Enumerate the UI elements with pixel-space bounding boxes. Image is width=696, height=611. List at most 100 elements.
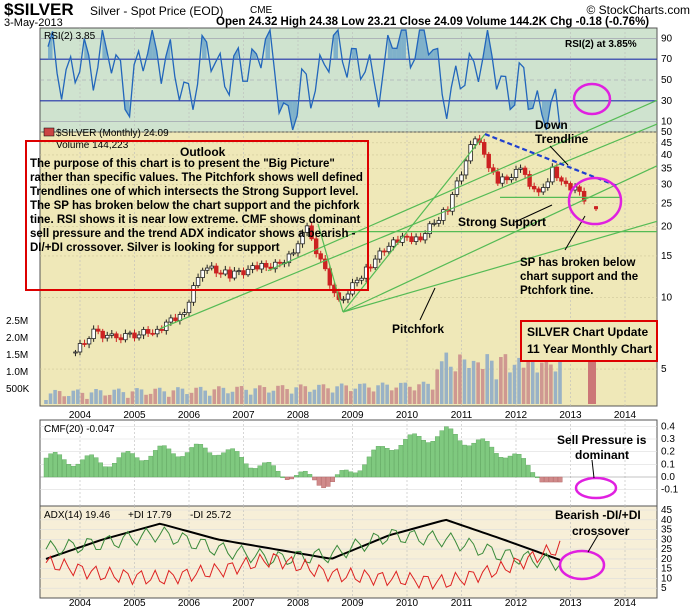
cmf-bar: [284, 476, 290, 481]
cmf-bar: [166, 448, 172, 478]
cmf-bar: [530, 472, 536, 478]
cmf-bar: [503, 457, 508, 478]
volume-tick-label: 1.5M: [6, 350, 28, 361]
price-candle: [173, 317, 178, 321]
volume-bar: [480, 368, 485, 404]
volume-bar: [371, 391, 376, 404]
volume-bar: [221, 387, 226, 404]
price-candle: [550, 166, 555, 183]
chart-update-box: SILVER Chart Update 11 Year Monthly Char…: [520, 320, 658, 362]
rsi-tick-label: 30: [661, 96, 673, 107]
price-candle: [459, 174, 464, 182]
volume-bar: [180, 388, 185, 404]
volume-bar: [430, 389, 435, 404]
volume-bar: [526, 358, 530, 404]
price-candle: [141, 329, 146, 336]
cmf-bar: [112, 463, 117, 478]
cmf-bar: [407, 434, 413, 478]
cmf-bar: [439, 430, 445, 478]
volume-bar: [48, 393, 53, 404]
price-candle: [304, 225, 310, 233]
price-candle: [554, 166, 560, 179]
price-candle: [250, 265, 255, 270]
volume-bar: [489, 360, 494, 404]
price-candle: [472, 138, 478, 145]
price-candle: [186, 301, 192, 314]
adx-tick-label: 15: [661, 564, 673, 575]
cmf-bar: [471, 442, 476, 478]
price-tick-label: 10: [661, 293, 673, 304]
x-tick-label: 2006: [178, 410, 201, 421]
volume-bar: [53, 389, 57, 404]
cmf-bar: [425, 442, 431, 478]
cmf-bar: [257, 465, 263, 478]
volume-bar: [588, 360, 596, 404]
rsi-tick-label: 50: [661, 75, 673, 86]
cmf-bar: [316, 476, 322, 486]
volume-bar: [521, 367, 526, 404]
price-candle: [195, 277, 201, 286]
cmf-bar: [57, 454, 63, 478]
cmf-bar: [480, 438, 486, 478]
volume-bar: [508, 372, 512, 404]
rsi-overbought-fill: [428, 49, 434, 60]
instrument-name: Silver - Spot Price (EOD): [90, 4, 224, 18]
pitchfork-handle: [342, 133, 486, 313]
x-tick-label: 2007: [232, 598, 255, 609]
volume-bar: [235, 386, 239, 404]
volume-bar: [153, 388, 157, 404]
cmf-bar: [93, 457, 99, 478]
price-candle: [118, 337, 124, 341]
price-candle: [327, 268, 332, 286]
volume-bar: [389, 390, 394, 404]
outlook-title: Outlook: [180, 145, 226, 159]
volume-bar: [121, 392, 126, 404]
price-candle: [594, 206, 598, 210]
volume-tick-label: 2.5M: [6, 316, 28, 327]
adx-highlight-circle: [558, 549, 606, 581]
volume-bar: [549, 364, 553, 404]
volume-bar: [321, 384, 326, 404]
cmf-bar: [43, 457, 49, 478]
volume-bar: [135, 388, 139, 404]
rsi-annotation: RSI(2) at 3.85%: [565, 39, 637, 50]
cmf-bar: [444, 426, 449, 478]
price-tick-label: 30: [661, 180, 673, 191]
price-candle: [504, 176, 510, 181]
price-candle: [413, 236, 419, 242]
price-candle: [254, 265, 260, 270]
cmf-bar: [539, 476, 545, 483]
price-tick-label: 20: [661, 221, 673, 232]
cmf-bar: [380, 446, 386, 478]
volume-label: Volume 144,223: [56, 140, 129, 151]
price-candle: [500, 176, 505, 184]
adx-annotation-line2: crossover: [572, 524, 630, 538]
volume-bar: [148, 393, 153, 404]
volume-bar: [353, 388, 358, 404]
price-candle: [155, 328, 160, 335]
price-candle: [273, 261, 278, 270]
cmf-bar: [548, 476, 554, 483]
cmf-bar: [394, 449, 399, 478]
price-candle: [268, 266, 273, 270]
volume-bar: [339, 383, 344, 404]
volume-bar: [358, 383, 362, 404]
rsi-overbought-fill: [433, 48, 438, 60]
x-tick-label: 2014: [614, 598, 637, 609]
adx-series-line: [45, 540, 561, 591]
volume-bar: [44, 400, 48, 404]
price-candle: [236, 270, 242, 273]
cmf-bar: [389, 450, 395, 478]
volume-bar: [330, 392, 335, 404]
cmf-bar: [266, 462, 272, 478]
volume-bar: [326, 388, 330, 404]
price-candle: [223, 269, 228, 275]
volume-bar: [262, 387, 267, 404]
price-candle: [313, 238, 319, 255]
volume-bar: [185, 394, 189, 404]
adx-annotation-line1: Bearish -DI/+DI: [555, 508, 641, 522]
volume-bar: [462, 359, 467, 404]
cmf-bar: [253, 468, 258, 478]
cmf-bar: [416, 436, 422, 478]
volume-bar: [94, 389, 98, 404]
